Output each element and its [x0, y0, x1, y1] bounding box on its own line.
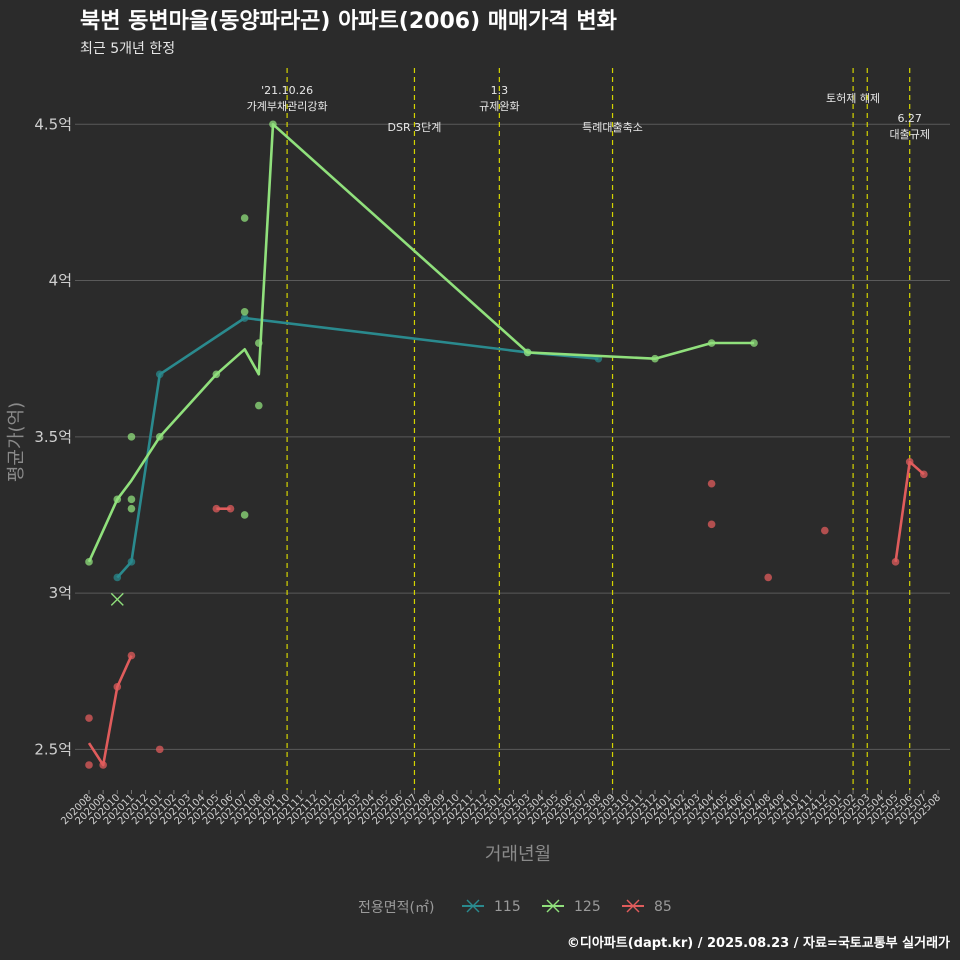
- data-point-125: [707, 339, 716, 347]
- event-label: 1.3: [491, 84, 509, 97]
- data-point-85: [920, 470, 928, 479]
- caption: ©디아파트(dapt.kr) / 2025.08.23 / 자료=국토교통부 실…: [567, 935, 950, 951]
- data-point-125: [651, 354, 659, 363]
- legend-key-125: [546, 899, 560, 913]
- event-label: 특례대출축소: [582, 121, 643, 134]
- data-point-85: [85, 714, 93, 722]
- data-point-125: [113, 495, 122, 504]
- event-label: 규제완화: [479, 100, 519, 113]
- data-point-115: [240, 314, 249, 322]
- data-point-125: [254, 339, 263, 347]
- data-point-115: [113, 573, 122, 582]
- data-point-125: [240, 307, 249, 316]
- series-layer: [85, 120, 928, 769]
- data-point-85: [99, 761, 107, 769]
- legend-title: 전용면적(㎡): [358, 900, 434, 916]
- y-tick-label: 2.5억: [34, 740, 72, 758]
- chart-subtitle: 최근 5개년 한정: [80, 41, 175, 57]
- data-point-85: [707, 520, 716, 529]
- data-point-85: [155, 745, 164, 754]
- y-tick-label: 3억: [49, 584, 72, 602]
- data-point-125: [240, 511, 249, 519]
- x-axis-ticks: 2020082020092020102020112020122021012021…: [59, 790, 943, 827]
- series-line-125: [87, 123, 755, 563]
- data-point-125: [155, 433, 164, 441]
- y-axis-ticks: 2.5억 3억 3.5억 4억 4.5억: [34, 115, 72, 758]
- data-point-85: [764, 573, 772, 582]
- y-tick-label: 4억: [49, 272, 72, 290]
- data-point-125: [127, 504, 136, 513]
- data-point-125: [254, 401, 263, 410]
- y-axis-title: 평균가(억): [6, 402, 27, 482]
- event-label: 6.27: [897, 112, 922, 125]
- data-point-125: [127, 433, 136, 441]
- legend-label-125: 125: [574, 899, 601, 915]
- event-label: '21.10.26: [261, 84, 313, 97]
- data-point-85: [85, 761, 93, 769]
- y-tick-label: 4.5억: [34, 115, 72, 133]
- legend-label-85: 85: [654, 899, 672, 915]
- data-point-125: [212, 370, 221, 379]
- data-point-125: [127, 495, 136, 504]
- event-label: 가계부채관리강화: [247, 100, 328, 113]
- event-label: 토허제 해제: [826, 91, 880, 105]
- event-label: 대출규제: [889, 128, 929, 141]
- data-point-85: [821, 526, 829, 535]
- gridlines: [75, 123, 950, 750]
- data-point-125: [85, 558, 93, 566]
- legend-label-115: 115: [494, 899, 521, 915]
- data-point-85: [905, 458, 914, 466]
- data-point-85: [707, 479, 716, 488]
- data-point-125: [750, 339, 758, 347]
- data-point-115: [127, 558, 136, 566]
- legend: 전용면적(㎡) 115 125 85: [358, 899, 672, 916]
- chart-title: 북변 동변마을(동양파라곤) 아파트(2006) 매매가격 변화: [80, 9, 617, 34]
- series-line-85: [87, 655, 133, 767]
- data-point-115: [155, 370, 164, 379]
- data-point-125: [240, 214, 249, 222]
- y-tick-label: 3.5억: [34, 428, 72, 446]
- legend-key-85: [626, 899, 640, 913]
- cancelled-mark: [110, 592, 124, 606]
- data-point-85: [891, 558, 900, 566]
- data-point-125: [269, 120, 277, 129]
- data-point-85: [127, 651, 136, 660]
- legend-key-115: [466, 899, 480, 913]
- event-label: DSR 3단계: [388, 121, 442, 134]
- data-point-85: [226, 504, 235, 513]
- x-axis-title: 거래년월: [485, 844, 551, 865]
- data-point-85: [113, 683, 122, 691]
- data-point-125: [523, 348, 532, 357]
- data-point-85: [212, 504, 221, 513]
